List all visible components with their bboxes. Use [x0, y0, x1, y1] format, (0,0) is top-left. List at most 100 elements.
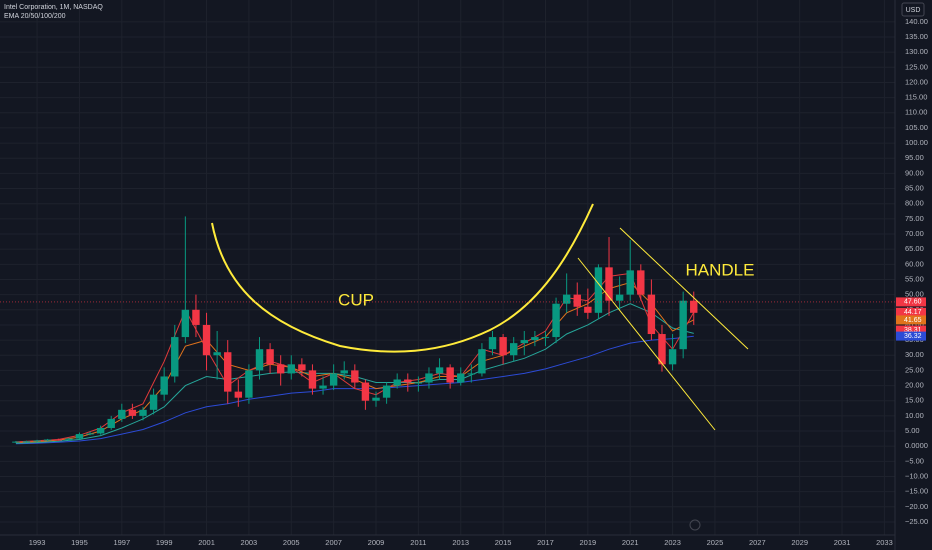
candle-body	[160, 376, 168, 395]
y-tick-label: 5.00	[905, 426, 920, 435]
y-tick-label: 95.00	[905, 153, 924, 162]
candle-body	[192, 309, 200, 325]
candle-body	[298, 364, 306, 371]
price-label: 41.65	[904, 317, 922, 324]
candle-body	[690, 300, 698, 313]
price-label: 47.60	[904, 299, 922, 306]
price-label-box	[896, 297, 926, 307]
y-tick-label: 70.00	[905, 229, 924, 238]
x-tick-label: 1999	[156, 538, 173, 547]
candle-body	[573, 294, 581, 307]
candle-body	[541, 337, 550, 339]
icon[interactable]	[689, 519, 701, 531]
candle-body	[33, 440, 41, 442]
axes: −25.00 −20.00 −15.00 −10.00 −5.00 0.0000 5.00 1…	[0, 17, 928, 547]
candles	[12, 216, 698, 443]
x-tick-label: 1995	[71, 538, 88, 547]
x-tick-label: 2027	[749, 538, 766, 547]
candle-body	[12, 441, 20, 443]
candle-body	[255, 349, 264, 371]
y-tick-label: 25.00	[905, 365, 924, 374]
y-tick-label: −20.00	[905, 502, 928, 511]
candle-body	[584, 306, 592, 313]
x-tick-label: 2023	[664, 538, 681, 547]
trend-line	[619, 227, 749, 350]
candle-body	[224, 352, 232, 392]
indicator-label: EMA 20/50/100/200	[4, 13, 66, 20]
currency[interactable]: USD	[906, 7, 921, 14]
x-tick-label: 2017	[537, 538, 554, 547]
annotation: HANDLE	[686, 260, 755, 279]
candle-body	[118, 409, 126, 419]
candle-body	[668, 349, 677, 365]
x-tick-label: 2011	[410, 538, 426, 547]
y-tick-label: 115.00	[905, 93, 927, 102]
candle-body	[54, 439, 62, 441]
y-tick-label: 50.00	[905, 290, 924, 299]
candle-body	[467, 373, 476, 375]
y-tick-label: 30.00	[905, 350, 924, 359]
candle-body	[181, 309, 190, 338]
price-label-box	[896, 307, 926, 317]
price-label-box	[896, 331, 926, 341]
candle-body	[637, 270, 645, 295]
y-tick-label: 85.00	[905, 184, 924, 193]
chart-title: Intel Corporation, 1M, NASDAQ	[4, 4, 103, 11]
price-label: 38.31	[904, 327, 922, 334]
x-tick-label: 2003	[241, 538, 258, 547]
x-tick-label: 1997	[113, 538, 130, 547]
y-tick-label: −25.00	[905, 517, 928, 526]
y-tick-label: 125.00	[905, 62, 928, 71]
candle-body	[647, 294, 656, 335]
candle-body	[562, 294, 571, 304]
candle-body	[658, 334, 666, 365]
x-tick-label: 1993	[29, 538, 46, 547]
candle-body	[202, 324, 211, 356]
y-tick-label: 60.00	[905, 259, 924, 268]
candle-body	[351, 370, 359, 383]
candle-body	[605, 267, 613, 301]
cup-curve	[211, 203, 594, 353]
y-tick-label: 130.00	[905, 47, 928, 56]
candle-body	[139, 409, 147, 416]
x-tick-label: 2033	[876, 538, 893, 547]
y-tick-label: 15.00	[905, 396, 924, 405]
candle-body	[329, 373, 338, 386]
y-tick-label: 55.00	[905, 274, 924, 283]
y-tick-label: 105.00	[905, 123, 928, 132]
y-tick-label: −15.00	[905, 487, 928, 496]
y-tick-label: −5.00	[905, 456, 924, 465]
x-tick-label: 2019	[579, 538, 596, 547]
candle-body	[245, 370, 253, 398]
candle-body	[414, 382, 423, 384]
candle-body	[425, 373, 433, 383]
price-label-box	[896, 315, 926, 325]
candle-body	[107, 418, 115, 428]
x-tick-label: 2005	[283, 538, 300, 547]
y-tick-label: 65.00	[905, 244, 924, 253]
y-tick-label: −10.00	[905, 471, 928, 480]
candle-body	[22, 441, 31, 443]
currency-box[interactable]	[901, 2, 925, 17]
x-tick-label: 2021	[622, 538, 639, 547]
candle-body	[679, 300, 687, 350]
x-tick-label: 2001	[198, 538, 215, 547]
candle-body	[499, 337, 507, 356]
candle-body	[361, 382, 370, 401]
y-tick-label: 0.0000	[905, 441, 928, 450]
candle-body	[75, 434, 84, 439]
candle-body	[509, 343, 518, 356]
y-tick-label: 140.00	[905, 17, 928, 26]
candle-body	[531, 337, 539, 341]
candle-body	[435, 367, 444, 374]
x-tick-label: 2029	[791, 538, 808, 547]
candle-body	[65, 438, 73, 440]
candle-body	[213, 352, 221, 356]
x-tick-label: 2007	[325, 538, 342, 547]
annotation: CUP	[338, 290, 374, 309]
x-tick-label: 2031	[834, 538, 851, 547]
candle-body	[266, 349, 274, 365]
y-tick-label: 90.00	[905, 168, 924, 177]
